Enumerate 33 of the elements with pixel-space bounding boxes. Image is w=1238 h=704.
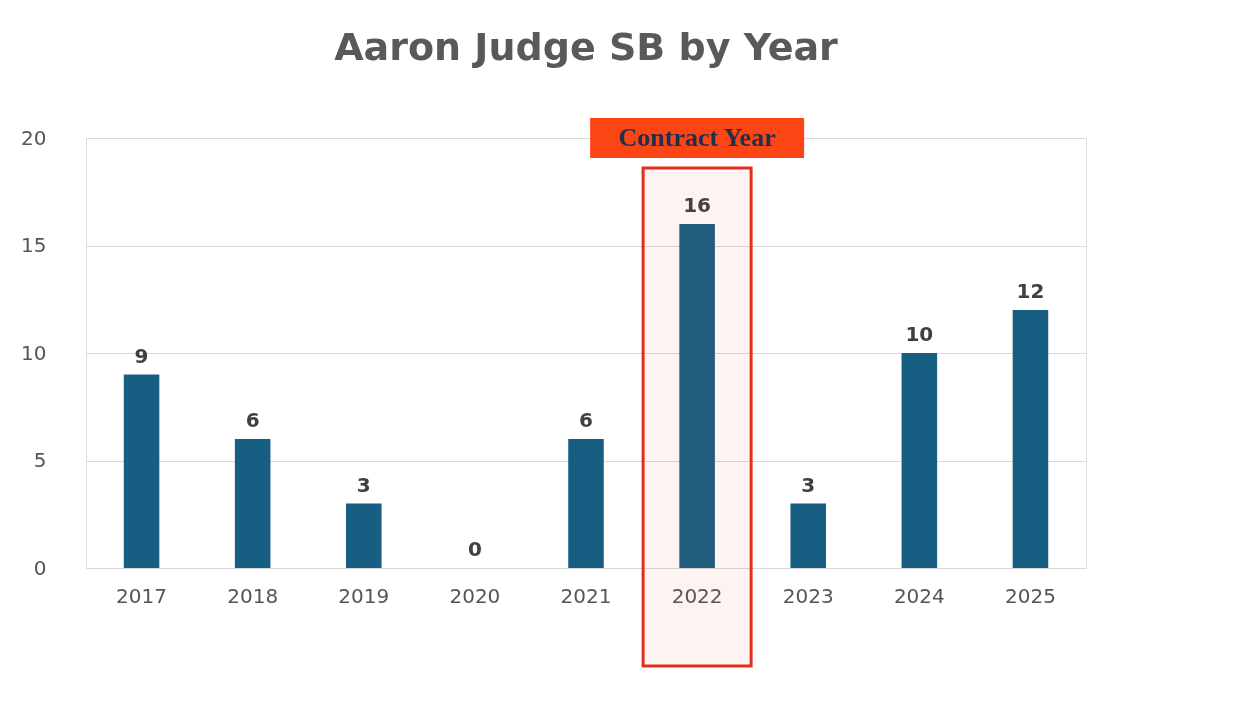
bar — [1012, 310, 1049, 568]
data-label: 10 — [905, 322, 934, 346]
y-tick-label: 5 — [33, 448, 47, 472]
bar — [568, 439, 604, 568]
bar — [790, 503, 826, 568]
data-label: 6 — [245, 408, 260, 432]
data-label: 16 — [683, 193, 712, 217]
bar — [679, 224, 715, 568]
y-tick-label: 20 — [21, 125, 47, 150]
y-tick-label: 15 — [21, 233, 47, 257]
data-label: 6 — [579, 408, 593, 432]
x-tick-label: 2017 — [116, 583, 168, 608]
data-label: 12 — [1016, 279, 1045, 303]
bar — [901, 353, 938, 568]
chart-title: Aaron Judge SB by Year — [334, 25, 839, 69]
x-tick-label: 2023 — [782, 583, 834, 608]
x-tick-label: 2021 — [560, 583, 612, 608]
band-label: Contract Year — [618, 123, 776, 152]
data-label: 3 — [356, 472, 371, 497]
bar — [123, 374, 160, 568]
y-tick-label: 10 — [21, 340, 47, 365]
x-tick-label: 2018 — [227, 583, 279, 608]
y-tick-label: 0 — [33, 555, 47, 580]
x-tick-label: 2024 — [893, 583, 945, 608]
x-tick-label: 2025 — [1004, 583, 1056, 608]
x-tick-label: 2020 — [449, 583, 501, 608]
bar — [234, 439, 271, 568]
data-label: 3 — [801, 472, 816, 497]
data-label: 9 — [134, 343, 149, 368]
data-label: 0 — [467, 537, 482, 561]
x-tick-label: 2022 — [671, 583, 723, 608]
bar — [346, 503, 382, 568]
x-tick-label: 2019 — [338, 583, 390, 608]
